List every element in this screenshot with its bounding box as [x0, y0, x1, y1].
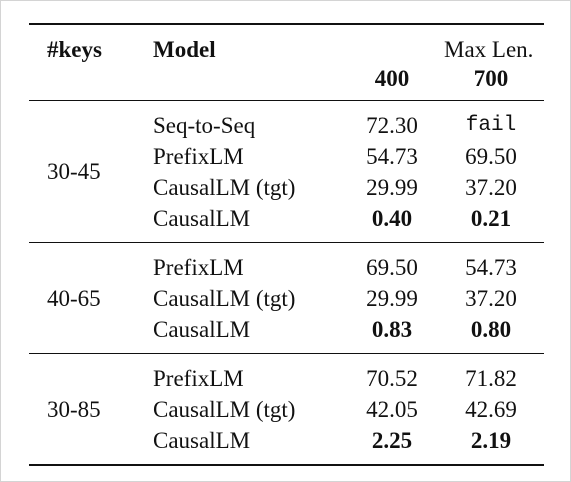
value-400: 42.05	[366, 397, 418, 422]
header-model: Model	[153, 37, 216, 62]
value-700: fail	[465, 114, 517, 137]
value-400: 29.99	[366, 286, 418, 311]
model-name: CausalLM	[153, 317, 251, 342]
value-400-best: 0.40	[371, 206, 413, 231]
header-col-400: 400	[374, 66, 410, 91]
model-name: CausalLM (tgt)	[153, 397, 296, 422]
bottom-rule	[29, 464, 544, 466]
value-400: 29.99	[366, 175, 418, 200]
group-keys: 30-85	[47, 397, 101, 422]
value-400: 70.52	[366, 366, 418, 391]
model-name: Seq-to-Seq	[153, 113, 256, 138]
value-400: 54.73	[366, 144, 418, 169]
model-name: CausalLM (tgt)	[153, 175, 296, 200]
top-rule	[29, 23, 544, 25]
header-max-len: Max Len.	[444, 37, 534, 62]
value-700: 71.82	[465, 366, 517, 391]
group-keys: 40-65	[47, 286, 101, 311]
value-700: 69.50	[465, 144, 517, 169]
header-keys: #keys	[47, 37, 102, 62]
model-name: PrefixLM	[153, 144, 244, 169]
model-name: CausalLM	[153, 428, 251, 453]
value-700: 37.20	[465, 286, 517, 311]
header-col-700: 700	[473, 66, 509, 91]
header-rule	[29, 100, 544, 101]
value-700-best: 0.80	[470, 317, 512, 342]
group-rule	[29, 242, 544, 243]
value-400-best: 2.25	[371, 428, 413, 453]
value-400: 69.50	[366, 255, 418, 280]
model-name: PrefixLM	[153, 255, 244, 280]
group-rule	[29, 353, 544, 354]
value-700: 42.69	[465, 397, 517, 422]
model-name: CausalLM (tgt)	[153, 286, 296, 311]
value-700: 37.20	[465, 175, 517, 200]
model-name: CausalLM	[153, 206, 251, 231]
group-keys: 30-45	[47, 159, 101, 184]
model-name: PrefixLM	[153, 366, 244, 391]
value-400: 72.30	[366, 113, 418, 138]
value-700: 54.73	[465, 255, 517, 280]
value-700-best: 0.21	[470, 206, 512, 231]
value-400-best: 0.83	[371, 317, 413, 342]
value-700-best: 2.19	[470, 428, 512, 453]
